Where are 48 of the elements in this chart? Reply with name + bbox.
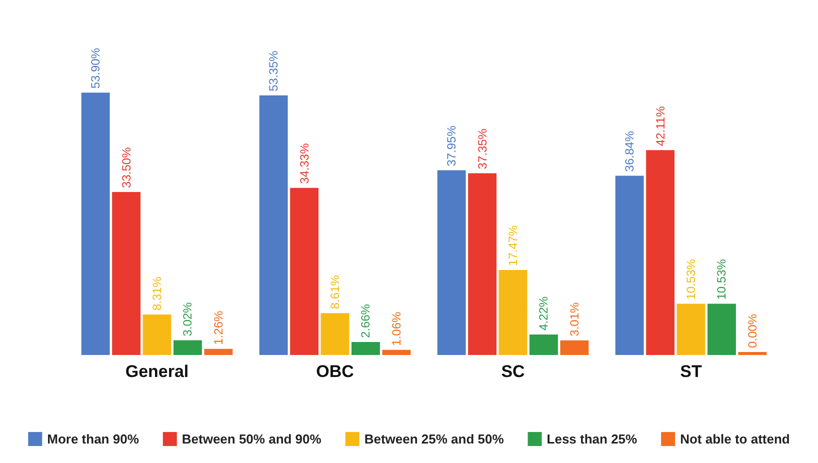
bar	[468, 173, 497, 355]
legend-label: Less than 25%	[546, 432, 638, 446]
bar	[351, 342, 380, 355]
data-label: 2.66%	[358, 304, 373, 338]
data-label: 33.50%	[119, 146, 134, 188]
data-label: 37.35%	[475, 128, 490, 170]
data-label: 53.90%	[88, 48, 103, 89]
x-tick-label: ST	[680, 362, 702, 381]
bar	[290, 188, 319, 355]
data-label: 42.11%	[653, 106, 668, 146]
legend-label: Between 50% and 90%	[182, 432, 322, 446]
data-label: 8.61%	[328, 274, 342, 310]
bar	[498, 270, 528, 355]
data-label: 8.31%	[150, 276, 164, 311]
data-label: 3.01%	[567, 302, 582, 336]
bar	[259, 95, 288, 355]
bar	[320, 313, 350, 355]
data-label: 10.53%	[714, 258, 729, 300]
legend-label: Not able to attend	[680, 432, 790, 446]
legend-label: More than 90%	[47, 432, 140, 446]
bar	[173, 340, 202, 355]
data-label: 4.22%	[536, 296, 551, 330]
bar	[676, 304, 706, 355]
bar	[142, 314, 172, 355]
data-label: 36.84%	[622, 130, 637, 172]
data-label: 1.26%	[211, 310, 226, 345]
data-label: 3.02%	[180, 302, 195, 336]
x-tick-label: OBC	[316, 362, 354, 381]
bar	[560, 340, 589, 355]
bar	[437, 170, 466, 355]
data-label: 34.33%	[297, 142, 312, 184]
data-label: 53.35%	[266, 50, 281, 92]
bar	[204, 348, 233, 355]
bar	[646, 150, 675, 355]
data-label: 1.06%	[389, 311, 404, 346]
x-tick-label: General	[125, 362, 189, 381]
x-tick-label: SC	[501, 362, 525, 381]
bar	[529, 334, 558, 355]
bar	[112, 192, 141, 355]
bar	[382, 350, 411, 355]
bar	[615, 176, 644, 355]
data-label: 17.47%	[506, 224, 520, 266]
bar	[81, 92, 110, 355]
data-label: 0.00%	[745, 314, 760, 348]
data-label: 37.95%	[444, 125, 459, 166]
bar	[707, 304, 736, 355]
legend-label: Between 25% and 50%	[364, 432, 504, 446]
data-label: 10.53%	[684, 258, 698, 300]
